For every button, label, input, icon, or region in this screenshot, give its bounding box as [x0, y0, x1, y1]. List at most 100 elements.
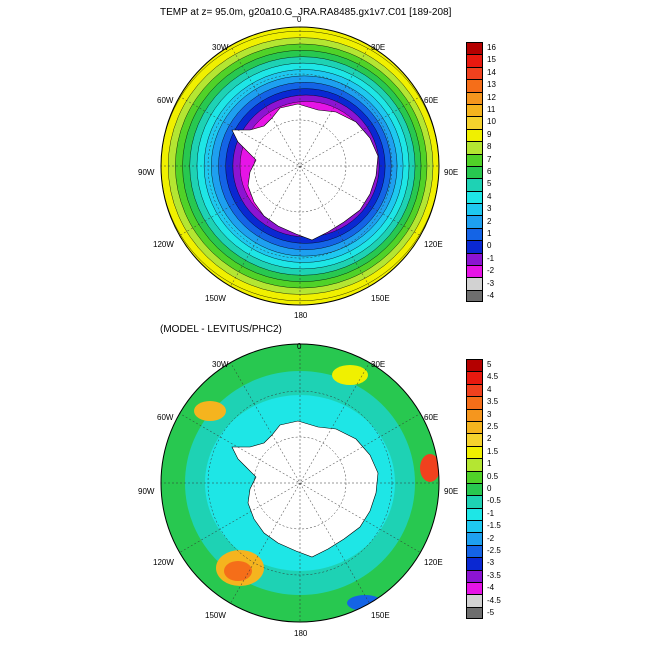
- bottom-colorbar-tick-label: 4.5: [487, 372, 499, 382]
- bottom-colorbar-swatch: [466, 383, 483, 397]
- bottom-colorbar-swatch: [466, 408, 483, 421]
- bottom-colorbar-swatch: [466, 594, 483, 607]
- anomaly-60w: [194, 401, 226, 421]
- bottom-lon-60w-label: 60W: [157, 413, 174, 422]
- bottom-colorbar-swatch: [466, 396, 483, 409]
- bottom-colorbar-swatch: [466, 445, 483, 459]
- top-colorbar-tick-label: -4: [487, 291, 495, 300]
- top-lon-30e-label: 30E: [371, 43, 386, 52]
- bottom-colorbar-swatch: [466, 458, 483, 471]
- top-colorbar-tick-label: 1: [487, 229, 492, 238]
- top-colorbar-swatch: [466, 141, 483, 154]
- bottom-colorbar-swatch: [466, 569, 483, 583]
- top-lon-90e-label: 90E: [444, 168, 459, 177]
- bottom-colorbar-swatch: [466, 371, 483, 384]
- bottom-colorbar-swatch: [466, 495, 483, 508]
- bottom-colorbar-tick-label: -5: [487, 608, 495, 617]
- anomaly-30e: [332, 365, 368, 385]
- bottom-colorbar-tick-label: 2.5: [487, 422, 499, 431]
- bottom-colorbar-tick-label: 1: [487, 459, 492, 469]
- bottom-colorbar-tick-label: -4: [487, 583, 495, 593]
- bottom-colorbar-tick-label: -3: [487, 558, 495, 568]
- top-colorbar-tick-label: 0: [487, 241, 492, 251]
- top-colorbar-tick-label: 11: [487, 105, 496, 114]
- top-colorbar-swatch: [466, 190, 483, 204]
- top-colorbar-tick-label: 8: [487, 142, 492, 152]
- top-graticule: [161, 27, 439, 305]
- top-lon-60w-label: 60W: [157, 96, 174, 105]
- bottom-colorbar-swatch: [466, 532, 483, 545]
- top-colorbar-swatch: [466, 240, 483, 253]
- bottom-colorbar-tick-label: 4: [487, 384, 492, 394]
- top-lon-30w-label: 30W: [212, 43, 229, 52]
- bottom-polar-map: [160, 343, 440, 623]
- top-colorbar-swatch: [466, 103, 483, 117]
- bottom-colorbar-tick-label: 0.5: [487, 471, 499, 481]
- bottom-colorbar-tick-label: 0: [487, 484, 492, 493]
- anomaly-90e: [420, 454, 439, 482]
- top-colorbar-swatch: [466, 42, 483, 55]
- bottom-lon-60e-label: 60E: [424, 413, 439, 422]
- bottom-graticule: [161, 344, 439, 622]
- bottom-colorbar-tick-label: -4.5: [487, 595, 501, 605]
- bottom-colorbar-swatch: [466, 359, 483, 372]
- top-colorbar-swatch: [466, 277, 483, 290]
- top-colorbar-swatch: [466, 215, 483, 228]
- anomaly-120w-inner: [224, 561, 252, 581]
- bottom-colorbar-tick-label: 5: [487, 360, 492, 369]
- bottom-lon-0-label: 0: [297, 342, 302, 351]
- top-lon-180-label: 180: [294, 311, 308, 320]
- top-colorbar-swatch: [466, 178, 483, 191]
- top-colorbar-tick-label: -2: [487, 266, 495, 276]
- top-colorbar-swatch: [466, 203, 483, 216]
- bottom-colorbar-tick-label: -2: [487, 533, 495, 543]
- bottom-colorbar-tick-label: -1: [487, 508, 495, 518]
- top-colorbar-tick-label: 4: [487, 191, 492, 201]
- top-colorbar-swatch: [466, 252, 483, 266]
- anomaly-150e: [347, 595, 383, 611]
- top-colorbar-tick-label: 12: [487, 92, 496, 102]
- bottom-colorbar-tick-label: 3.5: [487, 397, 499, 407]
- bottom-lon-90e-label: 90E: [444, 487, 459, 496]
- bottom-colorbar-tick-label: -0.5: [487, 496, 501, 506]
- top-colorbar-swatch: [466, 165, 483, 179]
- bottom-colorbar-swatch: [466, 606, 483, 620]
- top-colorbar-tick-label: 5: [487, 179, 492, 189]
- bottom-colorbar-tick-label: -2.5: [487, 546, 501, 555]
- bottom-colorbar-swatch: [466, 420, 483, 434]
- bottom-colorbar-tick-label: -1.5: [487, 521, 501, 531]
- bottom-colorbar: [466, 359, 483, 620]
- top-colorbar-tick-label: 6: [487, 167, 492, 176]
- bottom-lon-30e-label: 30E: [371, 360, 386, 369]
- top-lon-120w-label: 120W: [153, 240, 174, 249]
- top-colorbar-swatch: [466, 66, 483, 80]
- bottom-lon-90w-label: 90W: [138, 487, 155, 496]
- top-colorbar-swatch: [466, 153, 483, 166]
- top-colorbar-swatch: [466, 128, 483, 142]
- top-colorbar-tick-label: -1: [487, 253, 495, 263]
- bottom-colorbar-swatch: [466, 544, 483, 558]
- bottom-lon-150e-label: 150E: [371, 611, 390, 620]
- bottom-colorbar-tick-label: 3: [487, 409, 492, 419]
- bottom-colorbar-tick-label: 2: [487, 434, 492, 444]
- bottom-map-border: [160, 343, 440, 623]
- bottom-colorbar-tick-label: 1.5: [487, 446, 499, 456]
- bottom-colorbar-swatch: [466, 582, 483, 595]
- top-lon-90w-label: 90W: [138, 168, 155, 177]
- bottom-lon-30w-label: 30W: [212, 360, 229, 369]
- top-colorbar-tick-label: 2: [487, 216, 492, 226]
- top-lon-150w-label: 150W: [205, 294, 226, 303]
- top-colorbar-tick-label: 7: [487, 154, 492, 164]
- bottom-colorbar-swatch: [466, 507, 483, 521]
- top-lon-120e-label: 120E: [424, 240, 443, 249]
- bottom-title: (MODEL - LEVITUS/PHC2): [160, 324, 282, 335]
- top-colorbar-swatch: [466, 79, 483, 92]
- top-colorbar-swatch: [466, 289, 483, 303]
- antarctica-landmass-bottom: [231, 420, 379, 558]
- top-colorbar-tick-label: 14: [487, 67, 496, 77]
- top-colorbar-swatch: [466, 265, 483, 278]
- top-colorbar-swatch: [466, 54, 483, 67]
- top-polar-map: [160, 26, 440, 306]
- top-colorbar-swatch: [466, 227, 483, 241]
- bottom-colorbar-swatch: [466, 482, 483, 496]
